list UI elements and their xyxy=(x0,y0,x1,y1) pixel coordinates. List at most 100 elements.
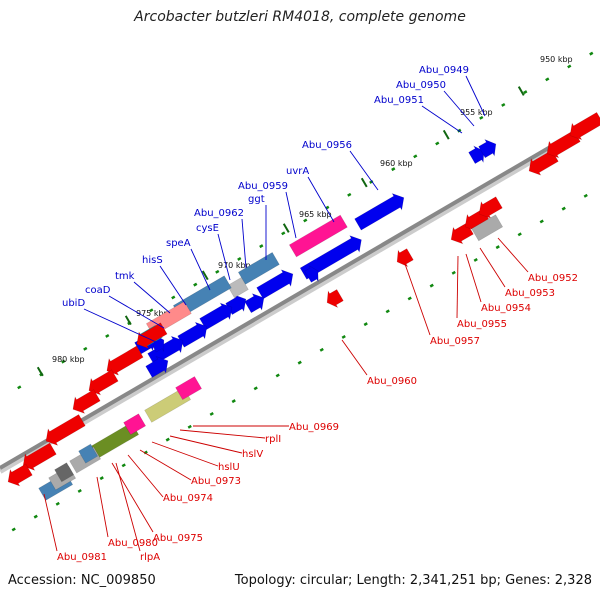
guide-dot xyxy=(231,399,236,404)
forward-gene xyxy=(244,293,265,314)
guide-dot xyxy=(479,115,484,120)
forward-label-callout xyxy=(217,233,231,281)
reverse-gene xyxy=(450,222,474,245)
kbp-tick-label: 950 kbp xyxy=(540,55,573,64)
forward-gene-label: speA xyxy=(166,238,191,249)
forward-label-callout xyxy=(421,105,463,134)
kbp-tick xyxy=(442,129,450,140)
reverse-label-callout xyxy=(179,429,266,439)
reverse-label-callout xyxy=(479,247,506,288)
guide-dot xyxy=(259,244,264,249)
reverse-label-callout xyxy=(111,462,154,533)
guide-dot xyxy=(61,359,66,364)
guide-dot xyxy=(341,334,346,339)
forward-gene-label: Abu_0959 xyxy=(238,181,288,192)
guide-dot xyxy=(567,64,572,69)
forward-gene-label: tmk xyxy=(115,271,135,282)
reverse-gene-pink xyxy=(175,376,203,401)
reverse-label-callout xyxy=(127,454,164,498)
reverse-label-callout xyxy=(497,237,529,273)
reverse-gene-label: Abu_0981 xyxy=(57,552,107,563)
reverse-gene-label: Abu_0960 xyxy=(367,376,417,387)
guide-dot xyxy=(545,77,550,82)
reverse-label-callout xyxy=(341,339,368,376)
reverse-gene xyxy=(136,322,168,349)
reverse-gene-label: rplI xyxy=(265,434,281,445)
forward-label-callout xyxy=(83,308,157,343)
guide-dot xyxy=(209,411,214,416)
reverse-gene-label: Abu_0969 xyxy=(289,422,339,433)
guide-dot xyxy=(215,269,220,274)
reverse-gene-darkgrey xyxy=(54,462,75,483)
reverse-gene xyxy=(546,130,581,159)
reverse-label-callout xyxy=(169,435,243,454)
guide-dot xyxy=(429,283,434,288)
accession-label: Accession: NC_009850 xyxy=(8,573,156,588)
forward-gene-label: Abu_0962 xyxy=(194,208,244,219)
reverse-gene-label: hslV xyxy=(242,449,263,460)
forward-label-callout xyxy=(285,191,297,239)
guide-dot xyxy=(165,437,170,442)
forward-label-callout xyxy=(241,218,247,269)
forward-gene xyxy=(468,145,485,165)
reverse-gene-label: Abu_0973 xyxy=(191,476,241,487)
forward-label-callout xyxy=(349,150,379,191)
forward-label-callout xyxy=(190,248,211,291)
reverse-gene-label: Abu_0974 xyxy=(163,493,213,504)
guide-dot xyxy=(149,308,154,313)
kbp-tick-label: 970 kbp xyxy=(218,261,251,270)
forward-gene-label: ubiD xyxy=(62,298,85,309)
reverse-gene-grey xyxy=(471,214,504,242)
forward-gene xyxy=(256,269,294,300)
guide-dot xyxy=(435,141,440,146)
backbone-shadow xyxy=(0,118,600,474)
reverse-label-callout xyxy=(96,476,109,538)
guide-dot xyxy=(77,488,82,493)
kbp-tick xyxy=(360,177,368,188)
forward-gene-label: hisS xyxy=(142,255,163,266)
guide-dot xyxy=(523,90,528,95)
guide-dot xyxy=(501,103,506,107)
forward-gene-label: Abu_0950 xyxy=(396,80,446,91)
reverse-label-callout xyxy=(404,263,431,336)
reverse-label-callout xyxy=(151,441,219,467)
kbp-tick xyxy=(201,270,209,281)
reverse-gene xyxy=(22,442,57,471)
forward-gene-label: cysE xyxy=(196,223,219,234)
guide-dot xyxy=(363,322,368,327)
reverse-gene xyxy=(7,463,33,487)
reverse-gene xyxy=(326,289,344,309)
guide-dot xyxy=(413,154,418,159)
label-callouts xyxy=(43,75,529,552)
reverse-gene-pink xyxy=(123,413,147,436)
forward-gene xyxy=(177,321,208,348)
forward-label-callout xyxy=(443,90,475,127)
forward-label-callout xyxy=(307,176,335,223)
forward-gene-label: Abu_0949 xyxy=(419,65,469,76)
kbp-tick xyxy=(124,315,132,326)
guide-dot xyxy=(303,218,308,223)
forward-gene-label: ggt xyxy=(248,194,265,205)
guide-dot xyxy=(171,295,176,300)
guide-dot xyxy=(385,309,390,314)
forward-label-callout xyxy=(159,265,187,306)
guide-dot xyxy=(237,257,242,261)
reverse-gene-label: Abu_0975 xyxy=(153,533,203,544)
guide-dot xyxy=(17,385,22,390)
forward-gene xyxy=(145,356,169,378)
guide-dot xyxy=(105,334,110,338)
forward-gene-label: coaD xyxy=(85,285,111,296)
guide-dot xyxy=(391,167,396,172)
kbp-tick-label: 980 kbp xyxy=(52,355,85,364)
kbp-tick-label: 975 kbp xyxy=(136,309,169,318)
forward-gene-grey xyxy=(226,277,249,299)
reverse-gene-label: hslU xyxy=(218,462,240,473)
reverse-gene xyxy=(45,414,86,446)
guide-dot xyxy=(495,245,500,250)
reverse-label-callout xyxy=(139,449,192,481)
reverse-gene-label: Abu_0952 xyxy=(528,273,578,284)
forward-gene xyxy=(199,302,233,331)
guide-dot xyxy=(347,192,352,197)
forward-label-callout xyxy=(133,281,171,314)
reverse-gene xyxy=(569,111,600,141)
